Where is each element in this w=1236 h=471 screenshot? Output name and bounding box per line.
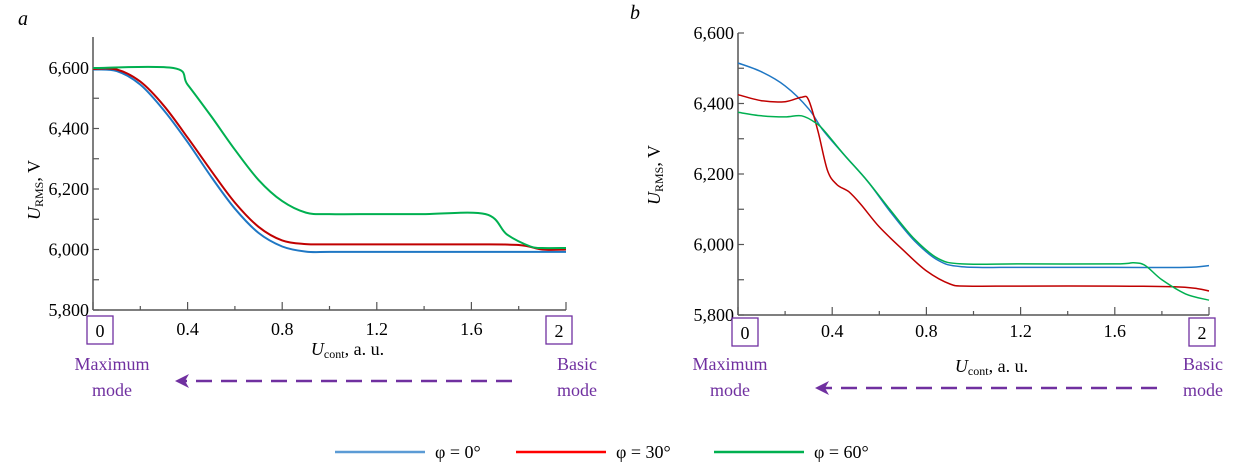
- chart-panel-b: b 5,800 6,000 6,200 6,400 6,600 0 0.4 0.8 1.2 1.6 2…: [630, 2, 1223, 400]
- legend-label: φ = 0°: [435, 442, 481, 462]
- series-line-phi-60: [737, 111, 1210, 301]
- x-tick-label: 0.8: [271, 319, 294, 339]
- series-line-phi-30: [92, 67, 567, 251]
- panel-label: b: [630, 2, 640, 24]
- x-tick-label: 0.4: [821, 321, 844, 341]
- x-axis-label: Ucont, a. u.: [311, 339, 384, 361]
- y-tick-label: 6,600: [49, 58, 90, 78]
- basic-mode-label: mode: [1183, 380, 1223, 400]
- y-tick-label: 6,600: [694, 23, 735, 43]
- legend: φ = 0° φ = 30° φ = 60°: [335, 442, 869, 462]
- series-line-phi-60: [92, 65, 567, 250]
- arrow-left-icon: [815, 381, 829, 395]
- x-tick-label: 1.6: [460, 319, 483, 339]
- basic-mode-label: Basic: [1183, 354, 1223, 374]
- x-tick-label: 2: [1198, 323, 1207, 343]
- series-line-phi-30: [737, 93, 1210, 292]
- x-tick-box: [545, 315, 573, 345]
- y-tick-label: 6,200: [49, 179, 90, 199]
- y-tick-label: 6,000: [694, 235, 735, 255]
- maximum-mode-label: mode: [92, 380, 132, 400]
- x-tick-box: [1188, 317, 1216, 347]
- y-tick-label: 6,200: [694, 164, 735, 184]
- x-tick-label: 2: [555, 321, 564, 341]
- y-tick-label: 6,400: [694, 94, 735, 114]
- x-tick-label: 0.8: [915, 321, 938, 341]
- maximum-mode-label: mode: [710, 380, 750, 400]
- x-tick-label: 0: [96, 321, 105, 341]
- legend-label: φ = 60°: [814, 442, 869, 462]
- y-tick-label: 5,800: [49, 300, 90, 320]
- x-axis-label: Ucont, a. u.: [955, 356, 1028, 378]
- y-axis-label: URMS, V: [24, 160, 46, 220]
- x-tick-label: 1.2: [1009, 321, 1032, 341]
- y-axis-label: URMS, V: [644, 145, 666, 205]
- x-tick-box: [86, 315, 114, 345]
- series-line-phi-0: [92, 68, 566, 254]
- basic-mode-label: Basic: [557, 354, 597, 374]
- x-tick-label: 1.6: [1104, 321, 1127, 341]
- panel-label: a: [18, 8, 28, 30]
- y-tick-label: 6,400: [49, 119, 90, 139]
- chart-panel-a: a 5,800 6,000 6,200 6,400 6,600 0 0.4 0.8 1.2 1.6 2…: [18, 8, 597, 400]
- legend-label: φ = 30°: [616, 442, 671, 462]
- x-tick-label: 1.2: [366, 319, 389, 339]
- maximum-mode-label: Maximum: [75, 354, 150, 374]
- basic-mode-label: mode: [557, 380, 597, 400]
- y-tick-label: 6,000: [49, 240, 90, 260]
- maximum-mode-label: Maximum: [693, 354, 768, 374]
- x-tick-label: 0: [741, 323, 750, 343]
- y-tick-label: 5,800: [694, 305, 735, 325]
- series-line-phi-0: [737, 62, 1210, 269]
- arrow-left-icon: [175, 374, 189, 388]
- x-tick-label: 0.4: [176, 319, 199, 339]
- x-tick-box: [731, 317, 759, 347]
